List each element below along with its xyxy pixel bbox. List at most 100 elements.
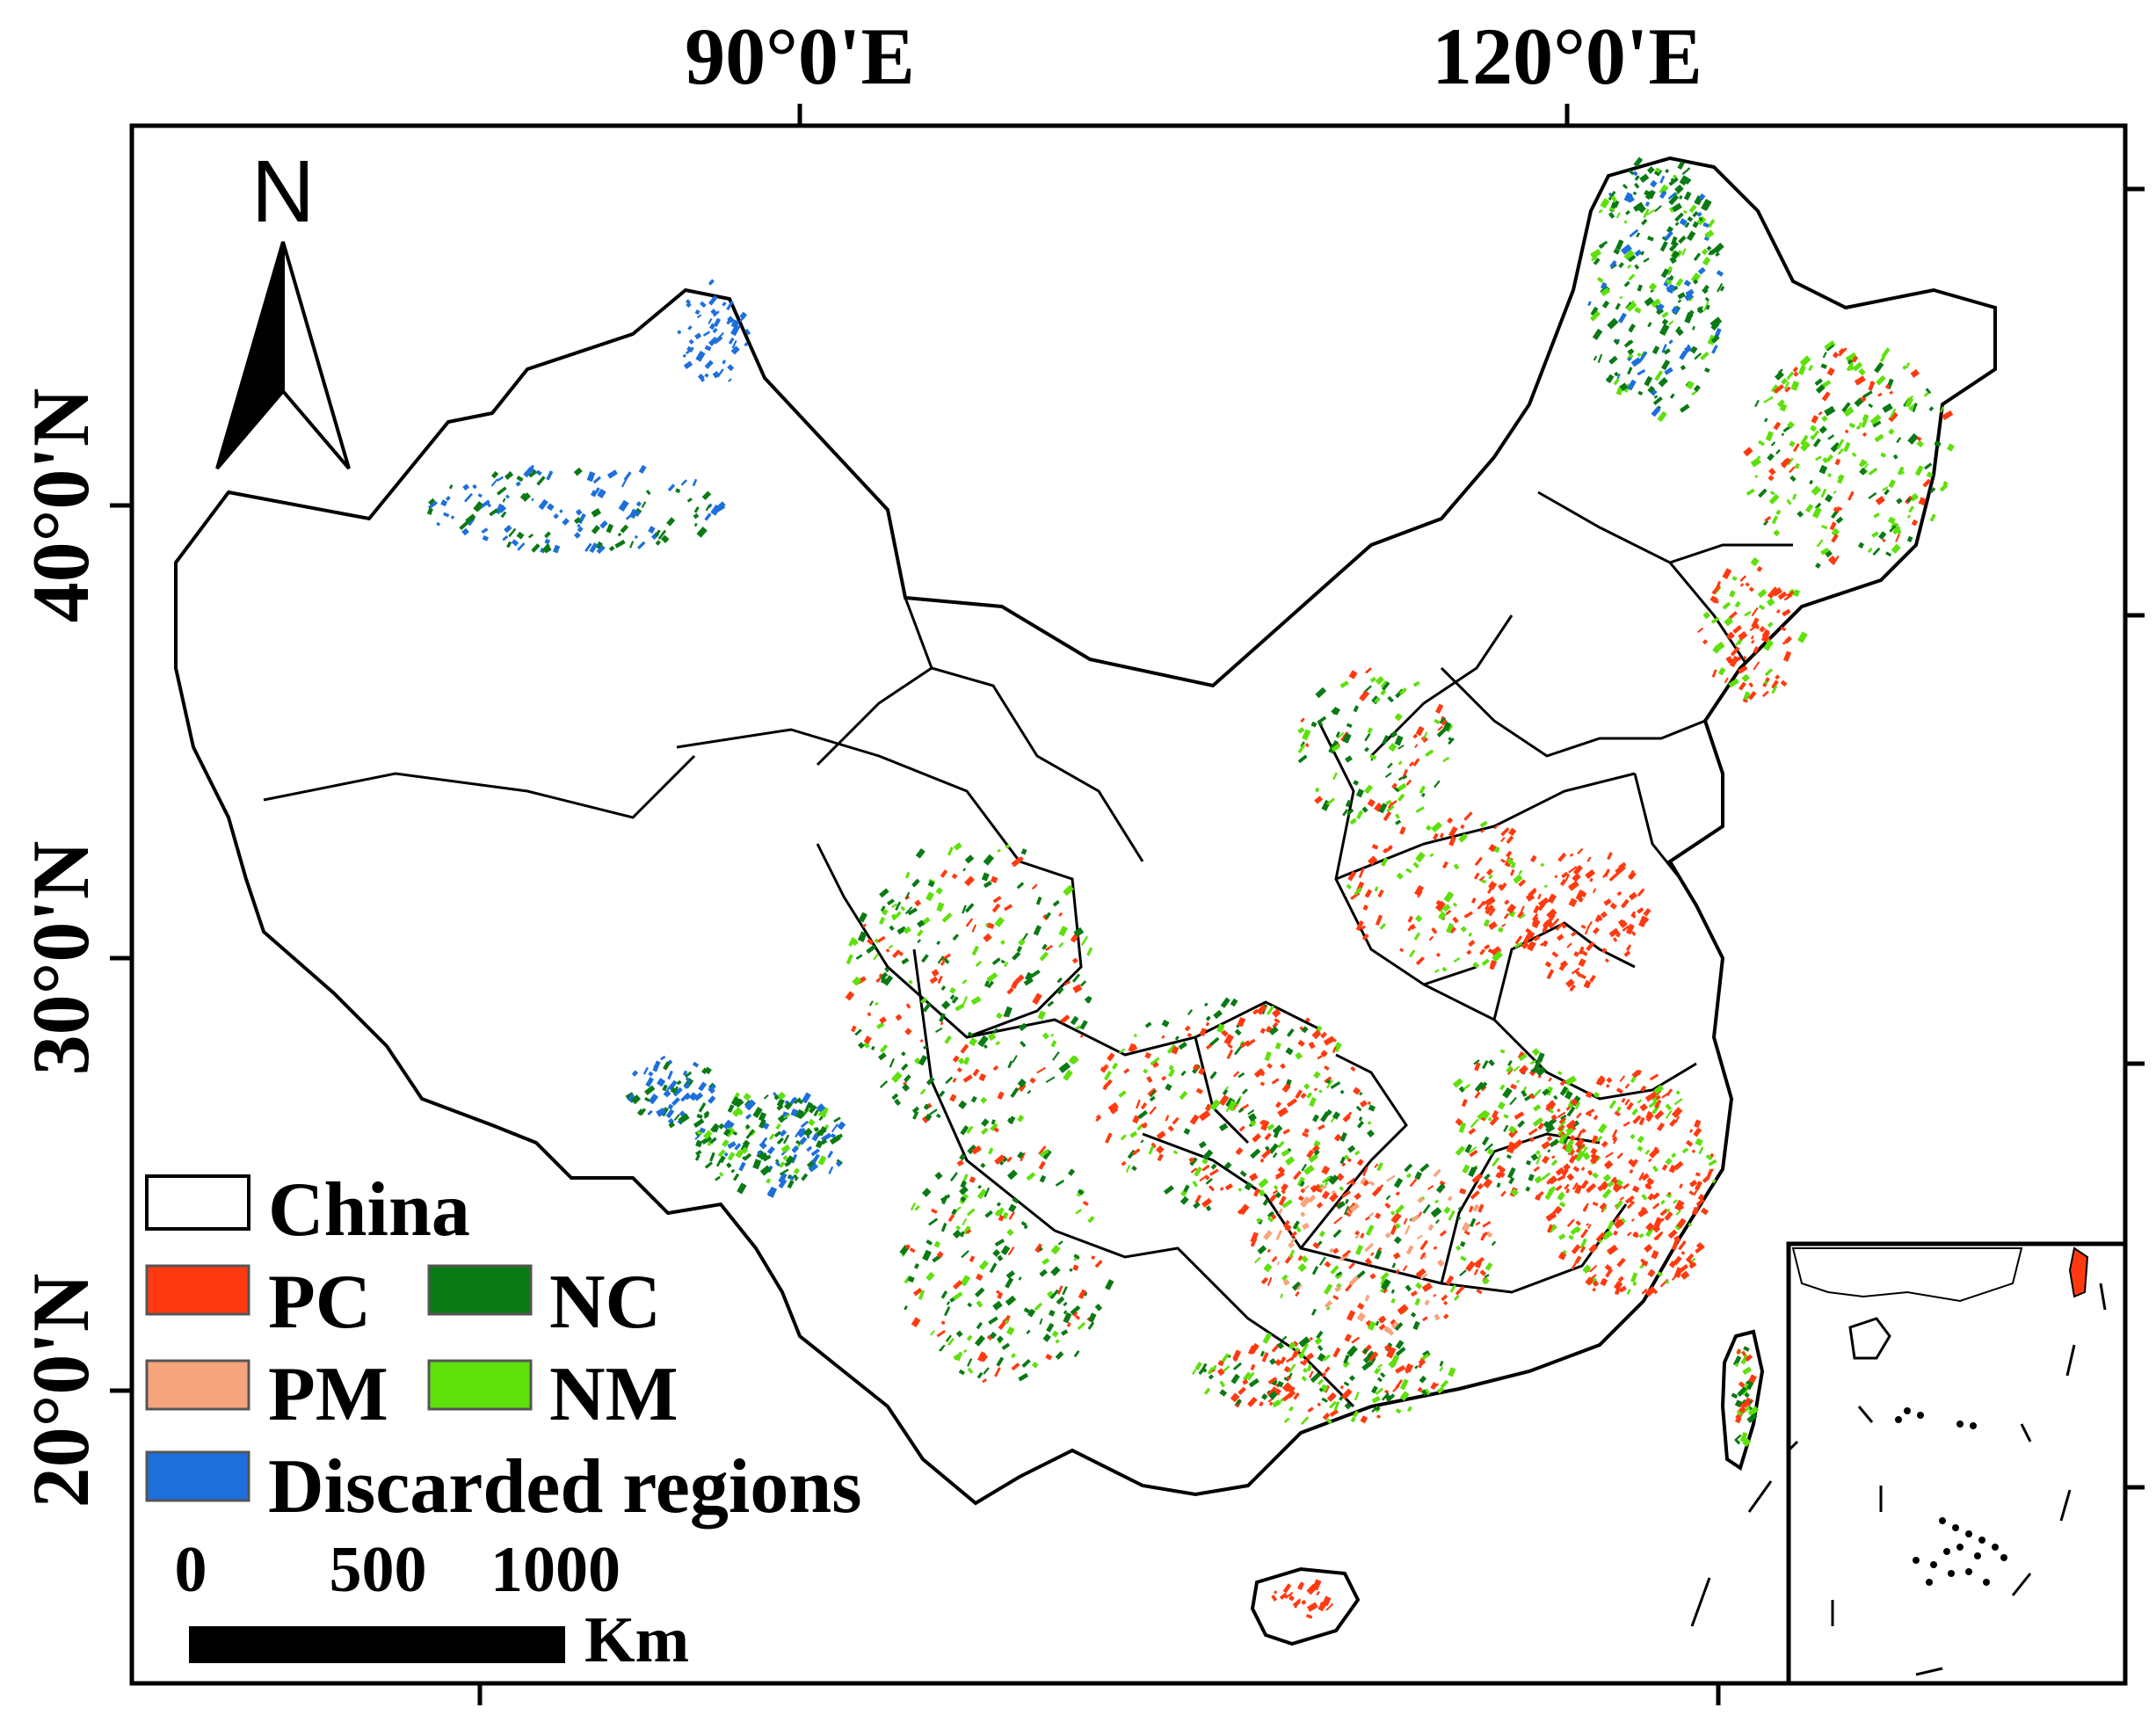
land-cover-pixel — [1814, 378, 1823, 386]
land-cover-pixel — [1871, 531, 1879, 538]
land-cover-pixel — [1775, 674, 1781, 680]
land-cover-pixel — [1638, 351, 1648, 362]
land-cover-pixel — [1607, 1181, 1615, 1188]
land-cover-pixel — [675, 488, 681, 494]
land-cover-pixel — [1743, 1346, 1750, 1352]
land-cover-pixel — [1282, 1128, 1290, 1135]
land-cover-pixel — [1855, 425, 1862, 431]
land-cover-pixel — [969, 1255, 976, 1262]
land-cover-pixel — [1104, 1132, 1113, 1144]
land-cover-pixel — [1570, 1226, 1579, 1236]
land-cover-pixel — [1397, 745, 1405, 750]
land-cover-pixel — [1487, 948, 1494, 954]
land-cover-pixel — [944, 1306, 951, 1317]
land-cover-pixel — [901, 1063, 909, 1072]
land-cover-pixel — [1638, 1263, 1644, 1269]
land-cover-pixel — [1629, 348, 1635, 353]
land-cover-pixel — [1627, 379, 1637, 391]
land-cover-pixel — [1868, 403, 1874, 409]
scale-unit: Km — [584, 1604, 689, 1676]
land-cover-pixel — [1417, 1386, 1423, 1392]
land-cover-pixel — [1205, 1178, 1213, 1185]
land-cover-pixel — [852, 976, 862, 986]
land-cover-pixel — [1361, 806, 1368, 813]
land-cover-pixel — [1390, 1212, 1402, 1224]
land-cover-pixel — [1619, 1075, 1626, 1083]
land-cover-pixel — [1112, 1062, 1119, 1070]
land-cover-pixel — [983, 880, 992, 889]
land-cover-pixel — [1794, 462, 1800, 469]
land-cover-pixel — [1678, 235, 1687, 244]
land-cover-pixel — [1619, 295, 1623, 300]
land-cover-pixel — [897, 926, 907, 935]
land-cover-pixel — [785, 1155, 795, 1165]
land-cover-pixel — [900, 905, 906, 912]
land-cover-pixel — [1473, 1059, 1480, 1065]
land-cover-pixel — [811, 1132, 820, 1142]
land-cover-pixel — [1691, 1206, 1700, 1216]
land-cover-pixel — [1549, 1108, 1554, 1114]
land-cover-pixel — [516, 475, 524, 483]
land-cover-pixel — [1198, 1067, 1206, 1076]
land-cover-pixel — [1151, 1142, 1157, 1149]
land-cover-pixel — [1626, 301, 1637, 312]
land-cover-pixel — [1615, 1200, 1623, 1207]
land-cover-pixel — [949, 987, 956, 994]
land-cover-pixel — [1929, 487, 1936, 494]
land-cover-pixel — [1079, 1034, 1084, 1038]
land-cover-pixel — [1673, 1098, 1683, 1106]
land-cover-pixel — [1558, 1134, 1568, 1145]
land-cover-pixel — [1540, 862, 1545, 868]
land-cover-pixel — [978, 1260, 989, 1270]
land-cover-pixel — [1911, 519, 1919, 527]
land-cover-pixel — [1452, 916, 1459, 924]
land-cover-pixel — [1360, 1415, 1368, 1424]
land-cover-pixel — [1732, 1355, 1742, 1367]
land-cover-pixel — [1395, 1223, 1401, 1229]
land-cover-pixel — [1279, 1592, 1288, 1601]
land-cover-pixel — [1559, 1079, 1566, 1086]
land-cover-pixel — [904, 906, 913, 915]
land-cover-pixel — [1641, 1260, 1649, 1267]
land-cover-pixel — [1578, 958, 1586, 968]
land-cover-pixel — [1606, 1244, 1619, 1255]
land-cover-pixel — [1045, 944, 1053, 951]
land-cover-pixel — [1460, 824, 1465, 830]
land-cover-pixel — [1586, 1182, 1597, 1194]
land-cover-pixel — [1612, 1137, 1618, 1145]
land-cover-pixel — [1358, 868, 1365, 879]
land-cover-pixel — [1695, 1128, 1700, 1133]
land-cover-pixel — [662, 1061, 671, 1071]
land-cover-pixel — [1441, 716, 1444, 721]
land-cover-pixel — [1668, 339, 1673, 345]
land-cover-pixel — [1434, 1218, 1441, 1224]
land-cover-pixel — [1611, 1129, 1618, 1138]
land-cover-pixel — [1702, 257, 1711, 266]
land-cover-pixel — [1311, 1029, 1322, 1040]
land-cover-pixel — [531, 498, 534, 502]
land-cover-pixel — [1668, 274, 1673, 280]
land-cover-pixel — [1690, 272, 1702, 283]
land-cover-pixel — [994, 1207, 1005, 1217]
land-cover-pixel — [1310, 1372, 1321, 1384]
land-cover-pixel — [1376, 1184, 1384, 1193]
land-cover-pixel — [878, 973, 882, 977]
land-cover-pixel — [936, 902, 945, 912]
land-cover-pixel — [699, 301, 707, 309]
land-cover-pixel — [1172, 1116, 1180, 1125]
land-cover-pixel — [1559, 878, 1567, 887]
land-cover-pixel — [1274, 1042, 1281, 1050]
land-cover-pixel — [1488, 843, 1497, 853]
land-cover-pixel — [1348, 1375, 1355, 1382]
land-cover-pixel — [1405, 868, 1412, 874]
land-cover-pixel — [721, 1139, 730, 1148]
land-cover-pixel — [1580, 1166, 1586, 1172]
land-cover-pixel — [1446, 923, 1455, 934]
land-cover-pixel — [1654, 370, 1664, 382]
land-cover-pixel — [1283, 1365, 1291, 1373]
land-cover-pixel — [1344, 1402, 1352, 1410]
land-cover-pixel — [1783, 381, 1789, 390]
land-cover-pixel — [1414, 914, 1423, 923]
land-cover-pixel — [1259, 1350, 1265, 1357]
land-cover-pixel — [1254, 1256, 1261, 1264]
